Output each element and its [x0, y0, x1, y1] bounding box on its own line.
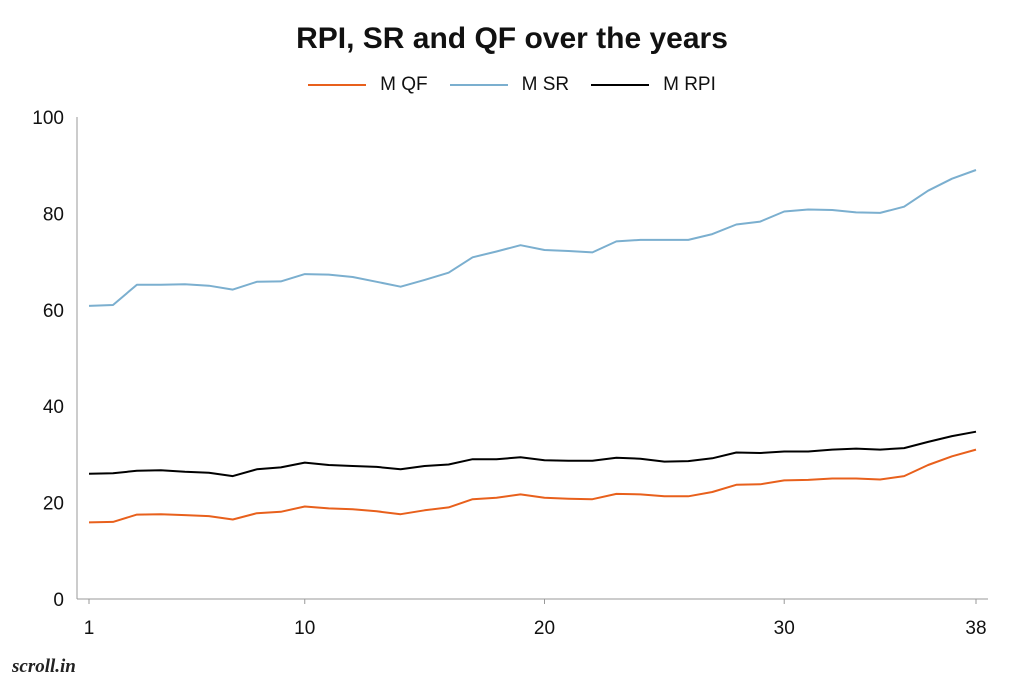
y-tick-label-0: 0 [53, 590, 64, 611]
legend-swatch-sr [449, 84, 508, 86]
x-axis-ticks: 1 10 20 30 38 [84, 599, 987, 639]
legend-label-rpi: M RPI [663, 74, 716, 95]
x-tick-label-1: 1 [84, 618, 95, 639]
y-tick-label-80: 80 [43, 204, 64, 225]
y-axis-ticks: 0 20 40 60 80 100 [32, 108, 64, 611]
legend-swatch-rpi [591, 84, 650, 86]
x-tick-label-38: 38 [965, 618, 986, 639]
chart-title: RPI, SR and QF over the years [296, 22, 728, 55]
scroll-logo: scroll.in [12, 656, 76, 677]
legend-item-qf: M QF [308, 74, 428, 96]
x-tick-label-20: 20 [534, 618, 555, 639]
series-line-m-sr [88, 169, 977, 307]
legend-swatch-qf [308, 84, 367, 86]
y-tick-label-100: 100 [32, 108, 64, 129]
legend-label-qf: M QF [380, 74, 428, 95]
x-tick-label-30: 30 [774, 618, 795, 639]
chart-legend: M QF M SR M RPI [0, 74, 1024, 96]
y-tick-label-40: 40 [43, 397, 64, 418]
legend-item-rpi: M RPI [591, 74, 716, 96]
legend-item-sr: M SR [449, 74, 570, 96]
series-line-m-rpi [88, 430, 977, 478]
series-lines [88, 169, 977, 524]
series-line-m-qf [88, 448, 977, 524]
x-tick-label-10: 10 [294, 618, 315, 639]
y-tick-label-60: 60 [43, 301, 64, 322]
legend-label-sr: M SR [521, 74, 570, 95]
y-tick-label-20: 20 [43, 494, 64, 515]
